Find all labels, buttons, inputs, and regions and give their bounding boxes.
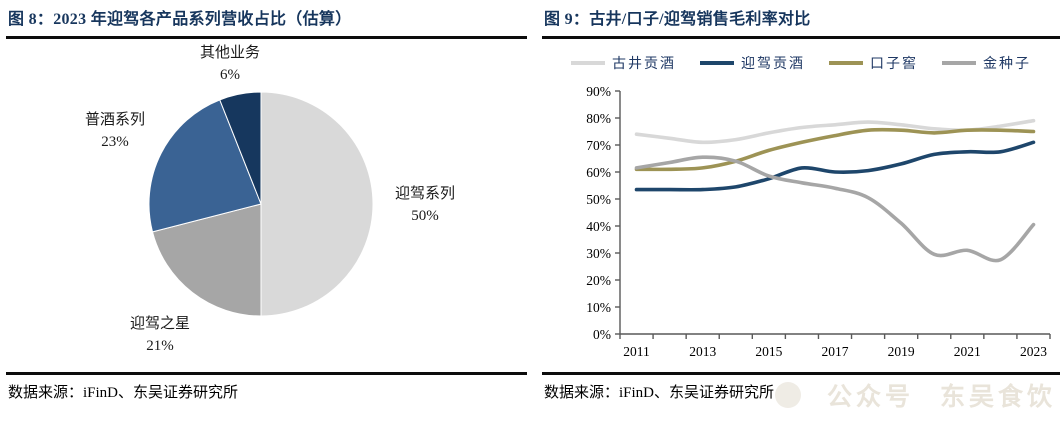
legend-line-swatch: [700, 61, 734, 66]
x-tick-label: 2011: [623, 344, 650, 359]
x-tick-label: 2021: [954, 344, 981, 359]
figure-9-source: 数据来源：iFinD、东吴证券研究所: [544, 385, 775, 402]
legend-item: 金种子: [942, 53, 1031, 73]
figure-9-title-rule: [542, 36, 1060, 40]
y-tick-label: 20%: [586, 273, 611, 288]
pie-slice: [219, 91, 262, 205]
figure-8-title-rule: [6, 36, 527, 40]
series-line: [634, 155, 1036, 263]
y-tick-label: 80%: [586, 111, 611, 126]
series-line: [634, 140, 1036, 192]
y-tick-label: 60%: [586, 165, 611, 180]
legend-line-swatch: [942, 61, 976, 66]
y-tick-label: 10%: [586, 300, 611, 315]
pie-slice-label: 其他业务 6%: [200, 44, 260, 83]
y-tick-label: 70%: [586, 138, 611, 153]
line-chart-legend: 古井贡酒 迎驾贡酒 口子窖 金种子: [542, 39, 1060, 77]
y-tick-label: 90%: [586, 84, 611, 99]
figure-8-pie-chart-area: 迎驾系列 50% 迎驾之星 21% 普酒系列 23% 其他业务 6%: [6, 39, 527, 372]
legend-label: 古井贡酒: [612, 57, 676, 73]
pie-slice-label: 迎驾之星 21%: [130, 315, 190, 354]
pie-slice-label: 迎驾系列 50%: [395, 185, 455, 224]
pie-slice: [151, 203, 262, 317]
series-line: [634, 128, 1036, 172]
legend-label: 口子窖: [870, 57, 918, 73]
figure-8-title: 图 8：2023 年迎驾各产品系列营收占比（估算）: [8, 11, 352, 28]
x-tick-label: 2019: [888, 344, 915, 359]
y-tick-label: 40%: [586, 219, 611, 234]
legend-line-swatch: [571, 61, 605, 66]
figure-8-source: 数据来源：iFinD、东吴证券研究所: [8, 385, 239, 402]
pie-chart: 迎驾系列 50% 迎驾之星 21% 普酒系列 23% 其他业务 6%: [85, 44, 455, 354]
pie-slice: [260, 91, 374, 317]
figure-9-source-rule: [542, 372, 1060, 376]
pie-slice-label: 普酒系列 23%: [85, 111, 145, 150]
line-chart: 0% 10% 20% 30% 40% 50% 60% 70% 80% 90% 2011 2013 201…: [586, 84, 1051, 359]
x-tick-label: 2015: [755, 344, 782, 359]
legend-item: 口子窖: [829, 53, 918, 73]
y-tick-label: 0%: [593, 327, 611, 342]
legend-label: 迎驾贡酒: [741, 57, 805, 73]
axes: [619, 91, 1050, 335]
y-tick-label: 30%: [586, 246, 611, 261]
legend-item: 古井贡酒: [571, 53, 676, 73]
figure-9-line-chart-area: 古井贡酒 迎驾贡酒 口子窖 金种子 0% 10% 20% 30% 40% 50% 60% 70% 80…: [542, 39, 1060, 372]
legend-item: 迎驾贡酒: [700, 53, 805, 73]
legend-label: 金种子: [983, 57, 1031, 73]
figure-9-panel: 图 9：古井/口子/迎驾销售毛利率对比 古井贡酒 迎驾贡酒 口子窖 金种子 0% 10%…: [530, 0, 1062, 445]
x-tick-label: 2013: [689, 344, 716, 359]
pie-slice: [148, 99, 262, 233]
figure-8-panel: 图 8：2023 年迎驾各产品系列营收占比（估算） 迎驾系列 50% 迎驾之星 21%…: [0, 0, 530, 445]
figure-8-source-rule: [6, 372, 527, 376]
legend-line-swatch: [829, 61, 863, 66]
y-tick-label: 50%: [586, 192, 611, 207]
x-tick-label: 2017: [822, 344, 849, 359]
figure-9-title: 图 9：古井/口子/迎驾销售毛利率对比: [544, 11, 811, 28]
x-tick-label: 2023: [1020, 344, 1047, 359]
